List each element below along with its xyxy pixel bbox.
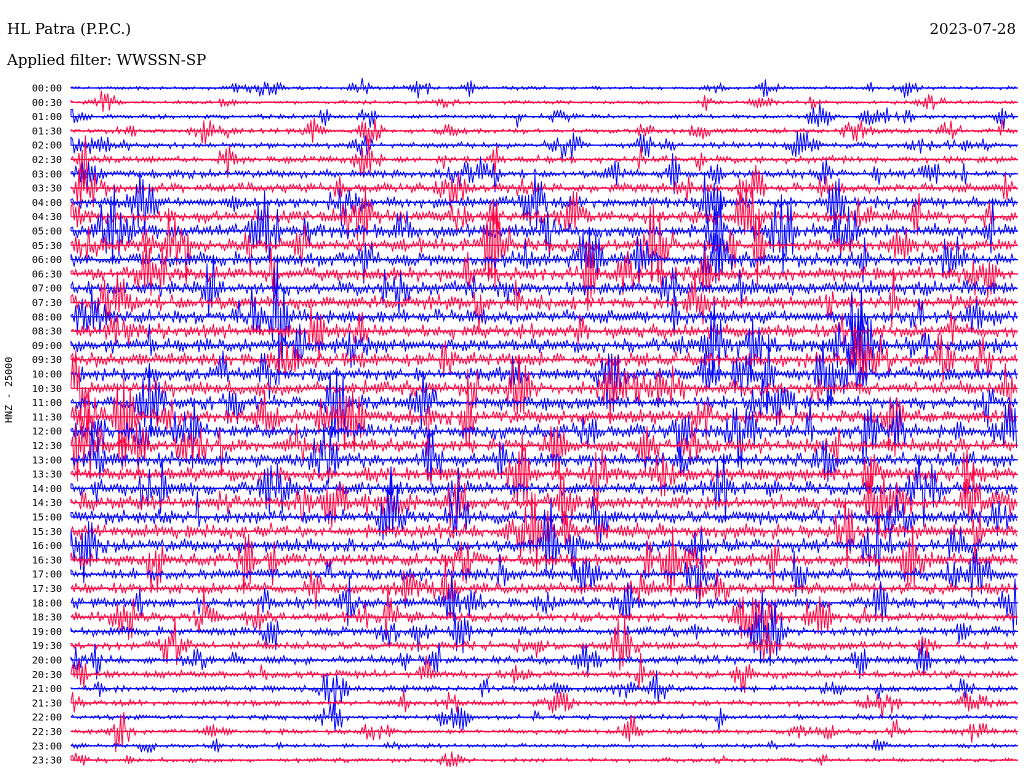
time-tick-label: 01:00 bbox=[32, 112, 62, 123]
time-tick-label: 06:00 bbox=[32, 255, 62, 266]
trace-row bbox=[70, 575, 1018, 631]
time-tick-label: 06:30 bbox=[32, 269, 62, 280]
time-tick-label: 17:00 bbox=[32, 570, 62, 581]
time-tick-label: 11:30 bbox=[32, 412, 62, 423]
time-tick-label: 22:00 bbox=[32, 713, 62, 724]
time-tick-label: 18:30 bbox=[32, 613, 62, 624]
time-tick-label: 18:00 bbox=[32, 598, 62, 609]
time-tick-label: 09:30 bbox=[32, 355, 62, 366]
time-tick-label: 13:30 bbox=[32, 470, 62, 481]
time-tick-label: 23:30 bbox=[32, 756, 62, 767]
time-tick-label: 11:00 bbox=[32, 398, 62, 409]
time-tick-label: 14:30 bbox=[32, 498, 62, 509]
time-tick-label: 12:00 bbox=[32, 427, 62, 438]
time-tick-label: 00:30 bbox=[32, 98, 62, 109]
time-tick-label: 10:30 bbox=[32, 384, 62, 395]
time-tick-label: 02:30 bbox=[32, 155, 62, 166]
trace-row bbox=[70, 689, 1018, 719]
time-tick-label: 15:00 bbox=[32, 513, 62, 524]
time-tick-label: 19:00 bbox=[32, 627, 62, 638]
trace-row bbox=[70, 670, 1017, 715]
traces-group bbox=[70, 77, 1018, 768]
time-tick-label: 10:00 bbox=[32, 370, 62, 381]
station-title: HL Patra (P.P.C.) bbox=[7, 20, 132, 38]
record-date: 2023-07-28 bbox=[929, 20, 1016, 38]
time-tick-label: 19:30 bbox=[32, 641, 62, 652]
trace-row bbox=[70, 334, 1018, 412]
time-tick-label: 15:30 bbox=[32, 527, 62, 538]
time-tick-label: 22:30 bbox=[32, 727, 62, 738]
time-tick-label: 14:00 bbox=[32, 484, 62, 495]
trace-row bbox=[70, 117, 1017, 145]
trace-row bbox=[70, 254, 1017, 317]
time-tick-label: 08:00 bbox=[32, 312, 62, 323]
time-tick-label: 21:30 bbox=[32, 698, 62, 709]
time-tick-label: 17:30 bbox=[32, 584, 62, 595]
time-tick-label: 03:00 bbox=[32, 169, 62, 180]
time-tick-label: 08:30 bbox=[32, 327, 62, 338]
tick-labels-group: 00:00 00:30 01:00 01:30 02:00 02:30 03:00 03:30… bbox=[32, 84, 62, 767]
time-tick-label: 02:00 bbox=[32, 141, 62, 152]
trace-row bbox=[70, 135, 1017, 185]
trace-row bbox=[70, 703, 1017, 732]
trace-row bbox=[70, 331, 1018, 395]
time-tick-label: 05:00 bbox=[32, 227, 62, 238]
trace-row bbox=[70, 491, 1018, 572]
trace-row bbox=[70, 90, 1017, 112]
time-tick-label: 20:00 bbox=[32, 656, 62, 667]
time-tick-label: 13:00 bbox=[32, 455, 62, 466]
trace-row bbox=[70, 751, 1017, 768]
trace-row bbox=[70, 641, 1017, 680]
trace-row bbox=[70, 588, 1017, 643]
time-tick-label: 16:30 bbox=[32, 555, 62, 566]
time-tick-label: 00:00 bbox=[32, 84, 62, 95]
trace-row bbox=[70, 617, 1018, 671]
filter-label: Applied filter: WWSSN-SP bbox=[7, 51, 207, 69]
time-tick-label: 04:30 bbox=[32, 212, 62, 223]
time-tick-label: 07:00 bbox=[32, 284, 62, 295]
time-tick-label: 03:30 bbox=[32, 184, 62, 195]
time-tick-label: 07:30 bbox=[32, 298, 62, 309]
time-tick-label: 04:00 bbox=[32, 198, 62, 209]
time-tick-label: 09:00 bbox=[32, 341, 62, 352]
time-tick-label: 05:30 bbox=[32, 241, 62, 252]
trace-row bbox=[70, 102, 1017, 129]
time-tick-label: 01:30 bbox=[32, 126, 62, 137]
time-tick-label: 21:00 bbox=[32, 684, 62, 695]
time-tick-label: 20:30 bbox=[32, 670, 62, 681]
time-tick-label: 23:00 bbox=[32, 741, 62, 752]
time-tick-label: 12:30 bbox=[32, 441, 62, 452]
trace-row bbox=[70, 186, 1018, 276]
trace-row bbox=[70, 300, 1018, 386]
trace-row bbox=[70, 271, 1017, 330]
time-tick-label: 16:00 bbox=[32, 541, 62, 552]
trace-row bbox=[70, 369, 1018, 471]
